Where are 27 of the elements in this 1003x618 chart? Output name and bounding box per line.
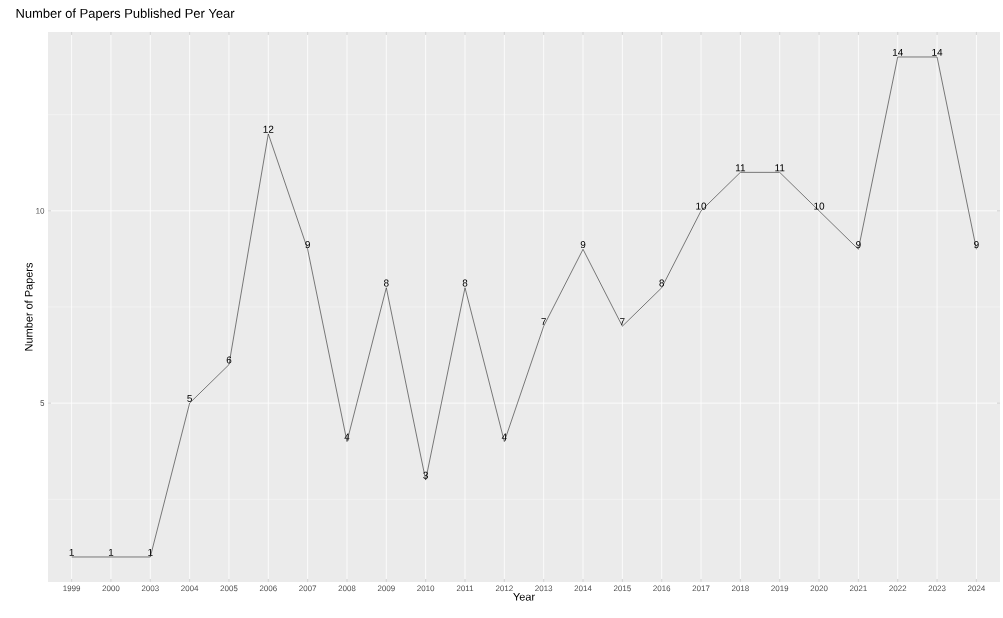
data-label: 5 [187, 394, 192, 402]
data-label: 1 [69, 548, 74, 556]
data-label: 11 [735, 164, 746, 172]
data-label: 9 [305, 241, 310, 249]
data-label: 4 [501, 433, 507, 441]
data-label: 9 [974, 241, 979, 249]
data-label: 10 [696, 202, 707, 210]
data-label: 9 [856, 241, 861, 249]
data-label: 9 [580, 241, 586, 249]
data-label: 14 [932, 48, 943, 56]
data-label: 10 [814, 202, 825, 210]
data-label: 3 [423, 471, 428, 479]
data-label: 14 [892, 48, 903, 56]
data-label: 8 [462, 279, 468, 287]
data-label: 11 [775, 164, 785, 172]
data-label: 7 [541, 318, 546, 326]
y-axis-title: Number of Papers [24, 262, 35, 351]
data-label: 8 [659, 279, 665, 287]
data-label: 8 [383, 279, 389, 287]
data-label: 4 [344, 433, 350, 441]
x-axis-title: Year [513, 593, 535, 601]
data-label: 1 [148, 548, 153, 556]
chart-title: Number of Papers Published Per Year [16, 8, 235, 21]
data-label: 1 [108, 548, 114, 556]
data-label: 7 [620, 318, 625, 326]
data-label: 12 [263, 125, 274, 133]
data-label: 6 [226, 356, 232, 364]
